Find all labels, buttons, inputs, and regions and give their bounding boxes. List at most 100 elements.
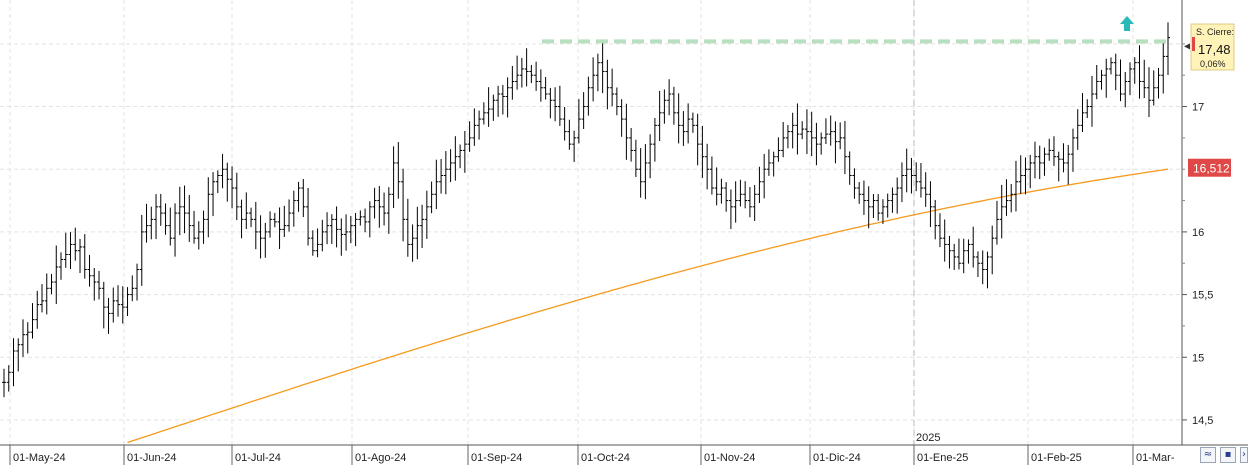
price-bar xyxy=(819,132,824,155)
scroll-right-button[interactable]: › xyxy=(1240,447,1248,463)
price-bar xyxy=(149,206,154,240)
price-bar xyxy=(334,206,339,248)
price-bar xyxy=(548,87,553,119)
last-close-pointer-icon xyxy=(1184,43,1190,50)
price-bar xyxy=(249,207,254,228)
price-bar xyxy=(301,178,306,218)
price-bar xyxy=(63,232,68,268)
price-bar xyxy=(899,162,904,203)
price-bar xyxy=(880,199,885,224)
ma-value-label: 16,512 xyxy=(1193,162,1230,176)
price-bar xyxy=(306,187,311,246)
price-bar xyxy=(97,270,102,300)
price-bar xyxy=(876,194,881,221)
price-bar xyxy=(581,92,586,129)
price-bar xyxy=(700,125,705,178)
price-bar xyxy=(500,84,505,115)
price-bar xyxy=(481,102,486,125)
chart-type-button[interactable]: ≈ xyxy=(1200,447,1216,463)
price-badges: S. Cierre: 17,48 0,06% 16,512 xyxy=(542,16,1235,177)
price-bar xyxy=(258,215,263,259)
save-button[interactable]: ▪ xyxy=(1220,447,1236,463)
moving-average-line xyxy=(127,168,1169,444)
price-bar xyxy=(534,61,539,91)
price-bar xyxy=(586,76,591,116)
price-bar xyxy=(386,187,391,234)
price-bar xyxy=(11,338,16,387)
price-bar xyxy=(420,204,425,249)
ma-value-badge xyxy=(1188,158,1231,177)
price-bar xyxy=(1061,143,1066,173)
price-bar xyxy=(320,219,325,252)
price-bar xyxy=(253,201,258,250)
price-bar xyxy=(1080,93,1085,133)
price-bar xyxy=(177,186,182,236)
price-bar xyxy=(173,203,178,257)
price-bar xyxy=(785,125,790,149)
price-bar xyxy=(719,178,724,204)
price-bar xyxy=(206,177,211,238)
price-bar xyxy=(410,224,415,262)
last-close-change: 0,06% xyxy=(1200,59,1226,69)
price-bar xyxy=(695,113,700,166)
price-bar xyxy=(724,182,729,212)
price-bar xyxy=(866,186,871,229)
x-tick-label: 01-Jul-24 xyxy=(235,452,281,464)
price-bar xyxy=(1056,151,1061,182)
x-tick-label: 01-Ago-24 xyxy=(355,452,406,464)
price-bar xyxy=(1023,157,1028,195)
price-bar xyxy=(595,53,600,92)
price-bar xyxy=(382,192,387,226)
price-bar xyxy=(743,181,748,209)
price-bar xyxy=(1132,57,1137,84)
price-bar xyxy=(367,201,372,238)
price-bar xyxy=(510,65,515,100)
price-bar xyxy=(966,239,971,264)
price-bar xyxy=(515,55,520,90)
y-tick-label: 15,5 xyxy=(1192,290,1213,302)
price-bar xyxy=(40,284,45,313)
price-bar xyxy=(928,181,933,228)
price-bar xyxy=(895,177,900,214)
price-bar xyxy=(315,228,320,258)
price-bar xyxy=(106,297,111,334)
price-bar xyxy=(814,122,819,166)
price-bar xyxy=(424,190,429,239)
price-bar xyxy=(890,187,895,213)
price-bar xyxy=(614,87,619,116)
price-bar xyxy=(1108,57,1113,75)
price-bar xyxy=(348,215,353,244)
price-bar xyxy=(1094,64,1099,100)
price-bar xyxy=(538,69,543,102)
price-bar xyxy=(54,245,59,305)
price-bar xyxy=(135,263,140,301)
price-bar xyxy=(937,213,942,248)
price-bar xyxy=(576,99,581,144)
price-bar xyxy=(78,238,83,274)
price-bar xyxy=(624,103,629,160)
price-bar xyxy=(363,208,368,233)
price-bar xyxy=(415,206,420,260)
price-bar xyxy=(225,162,230,202)
price-bar xyxy=(652,118,657,162)
price-bar xyxy=(144,203,149,243)
price-bar xyxy=(1013,160,1018,212)
x-tick-label: 01-Dic-24 xyxy=(813,452,861,464)
price-bar xyxy=(1009,183,1014,213)
price-bar xyxy=(757,166,762,204)
price-bar xyxy=(439,159,444,194)
price-bar xyxy=(1137,45,1142,99)
price-bar xyxy=(1146,67,1151,117)
price-bar xyxy=(795,103,800,155)
price-bar xyxy=(686,103,691,144)
price-bar xyxy=(980,250,985,285)
price-bar xyxy=(842,120,847,175)
price-bar xyxy=(25,322,30,354)
price-bar xyxy=(871,193,876,219)
x-tick-label: 01-Oct-24 xyxy=(581,452,630,464)
price-bar xyxy=(310,230,315,256)
price-bar xyxy=(1004,179,1009,216)
price-bar xyxy=(1156,67,1161,99)
price-bar xyxy=(1142,59,1147,99)
price-bar xyxy=(344,214,349,251)
